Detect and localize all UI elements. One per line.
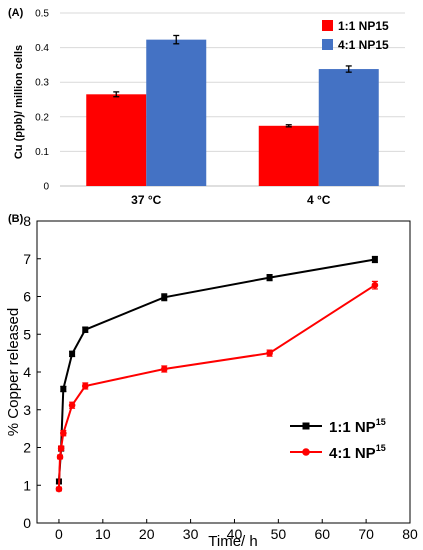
y-tick-label: 7 [23, 251, 31, 267]
data-point-square [82, 326, 89, 333]
data-point-circle [81, 382, 89, 390]
panel-b-line-chart: (B) 0 1 2 3 4 5 6 7 8 0 10 20 30 40 50 60 70 80 % Copper… [5, 213, 418, 550]
panel-a-legend: 1:1 NP15 4:1 NP15 [322, 19, 389, 52]
data-point-square [69, 350, 76, 357]
legend-marker-square [302, 422, 310, 430]
data-point-circle [160, 365, 168, 373]
y-tick-label: 4 [23, 364, 31, 380]
legend-label-1-1-np15: 1:1 NP15 [338, 19, 389, 33]
y-tick-label: 3 [23, 402, 31, 418]
panel-b-label: (B) [8, 213, 24, 225]
legend-label-4-1-np15-b: 4:1 NP15 [329, 443, 386, 462]
y-tick-label: 0.2 [35, 112, 49, 123]
y-tick-label: 8 [23, 213, 31, 229]
x-tick-label: 70 [358, 526, 374, 542]
y-tick-label: 0 [43, 182, 49, 193]
bar-1-1-np15-37-c [86, 94, 147, 186]
panel-b-series [55, 255, 379, 493]
data-point-circle [56, 453, 64, 461]
bar-1-1-np15-4-c [258, 125, 319, 186]
panel-a-categories: 37 °C 4 °C [131, 193, 331, 207]
panel-a-y-axis-label: Cu (ppb)/ million cells [13, 45, 25, 159]
data-point-square [266, 274, 273, 281]
panel-a-bars [86, 34, 379, 186]
legend-text-1-1-np: 1:1 NP [329, 419, 376, 436]
data-point-circle [55, 485, 63, 493]
legend-label-1-1-np15-b: 1:1 NP15 [329, 417, 386, 436]
panel-a-bar-chart: (A) 0 0.1 0.2 0.3 0.4 0.5 37 °C 4 °C Cu (ppb)/… [8, 7, 405, 207]
y-tick-label: 2 [23, 440, 31, 456]
x-tick-label: 80 [402, 526, 418, 542]
y-tick-label: 0.4 [35, 43, 49, 54]
legend-marker-circle [302, 448, 310, 456]
bar-4-1-np15-4-c [318, 69, 379, 186]
bar-4-1-np15-37-c [146, 39, 207, 186]
data-point-square [161, 294, 168, 301]
data-point-circle [57, 444, 65, 452]
legend-swatch-1-1-np15 [322, 20, 333, 31]
series-line-1-1-np-15 [57, 258, 376, 482]
category-label-37-c: 37 °C [131, 193, 161, 207]
category-label-4-c: 4 °C [307, 193, 331, 207]
series-line-4-1-np-15 [57, 284, 376, 490]
legend-text-4-1-np: 4:1 NP [329, 445, 376, 462]
x-tick-label: 60 [314, 526, 330, 542]
y-tick-label: 5 [23, 326, 31, 342]
panel-b-y-ticks: 0 1 2 3 4 5 6 7 8 [23, 213, 41, 531]
y-tick-label: 6 [23, 289, 31, 305]
y-tick-label: 0.1 [35, 147, 49, 158]
x-tick-label: 20 [139, 526, 155, 542]
panel-a-label: (A) [8, 7, 24, 19]
x-tick-label: 0 [55, 526, 63, 542]
y-tick-label: 0.3 [35, 78, 49, 89]
x-tick-label: 10 [95, 526, 111, 542]
panel-b-y-axis-label: % Copper released [5, 308, 22, 436]
y-tick-label: 0 [23, 515, 31, 531]
x-tick-label: 30 [183, 526, 199, 542]
x-tick-label: 40 [227, 526, 243, 542]
legend-label-4-1-np15: 4:1 NP15 [338, 38, 389, 52]
panel-b-x-ticks: 0 10 20 30 40 50 60 70 80 [55, 519, 418, 542]
legend-sup-15: 15 [376, 443, 386, 453]
data-point-square [371, 256, 378, 263]
legend-sup-15: 15 [376, 417, 386, 427]
panel-a-y-ticks: 0 0.1 0.2 0.3 0.4 0.5 [35, 9, 49, 193]
data-point-circle [60, 429, 67, 437]
data-point-circle [266, 349, 273, 357]
panel-b-x-axis-label: Time/ h [208, 533, 257, 550]
panel-b-legend: 1:1 NP15 4:1 NP15 [290, 417, 386, 462]
y-tick-label: 1 [23, 477, 31, 493]
x-tick-label: 50 [271, 526, 287, 542]
data-point-circle [371, 281, 379, 289]
y-tick-label: 0.5 [35, 9, 49, 20]
data-point-circle [68, 401, 76, 409]
data-point-square [60, 385, 67, 392]
panel-b-plot-frame [36, 220, 411, 524]
legend-swatch-4-1-np15 [322, 39, 333, 50]
